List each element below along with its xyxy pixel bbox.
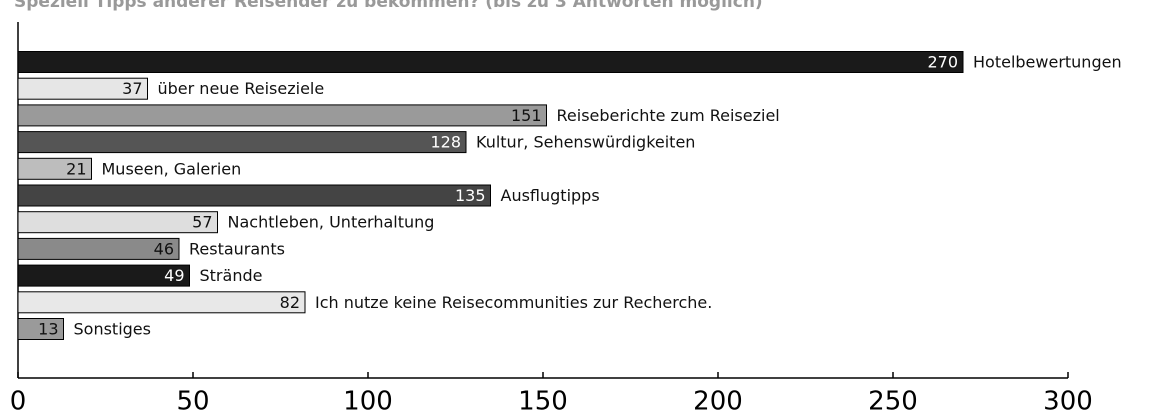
x-tick-label: 150 <box>518 387 568 414</box>
bar <box>17 291 306 314</box>
bar <box>17 131 467 154</box>
category-label: Hotelbewertungen <box>973 53 1122 72</box>
x-tick-label: 300 <box>1043 387 1093 414</box>
category-label: Museen, Galerien <box>102 159 242 178</box>
bar <box>17 51 964 73</box>
category-label: Kultur, Sehenswürdigkeiten <box>476 133 695 152</box>
value-label: 13 <box>38 320 58 339</box>
value-label: 151 <box>511 106 542 125</box>
category-label: Strände <box>200 266 263 285</box>
bar <box>17 264 190 287</box>
chart-title: Speziell Tipps anderer Reisender zu beko… <box>14 0 763 12</box>
bar <box>17 184 491 207</box>
value-label: 46 <box>154 239 174 258</box>
bar <box>17 104 547 127</box>
category-label: Sonstiges <box>74 320 151 339</box>
category-label: Nachtleben, Unterhaltung <box>228 213 435 232</box>
value-label: 37 <box>122 79 142 98</box>
value-label: 57 <box>192 213 212 232</box>
bar <box>17 77 148 100</box>
value-label: 21 <box>66 159 86 178</box>
category-label: über neue Reiseziele <box>158 79 325 98</box>
value-label: 128 <box>430 133 461 152</box>
category-label: Restaurants <box>189 239 285 258</box>
value-label: 270 <box>927 53 958 72</box>
category-label: Ich nutze keine Reisecommunities zur Rec… <box>315 293 712 312</box>
x-tick-label: 0 <box>10 387 27 414</box>
x-tick-label: 250 <box>868 387 918 414</box>
bar <box>17 157 92 180</box>
x-tick-label: 100 <box>343 387 393 414</box>
x-tick-label: 50 <box>176 387 209 414</box>
bar <box>17 318 64 340</box>
value-label: 49 <box>164 266 184 285</box>
value-label: 82 <box>280 293 300 312</box>
bar <box>17 211 218 234</box>
bar <box>17 237 180 260</box>
x-tick-label: 200 <box>693 387 743 414</box>
value-label: 135 <box>455 186 486 205</box>
category-label: Reiseberichte zum Reiseziel <box>557 106 780 125</box>
category-label: Ausflugtipps <box>501 186 600 205</box>
